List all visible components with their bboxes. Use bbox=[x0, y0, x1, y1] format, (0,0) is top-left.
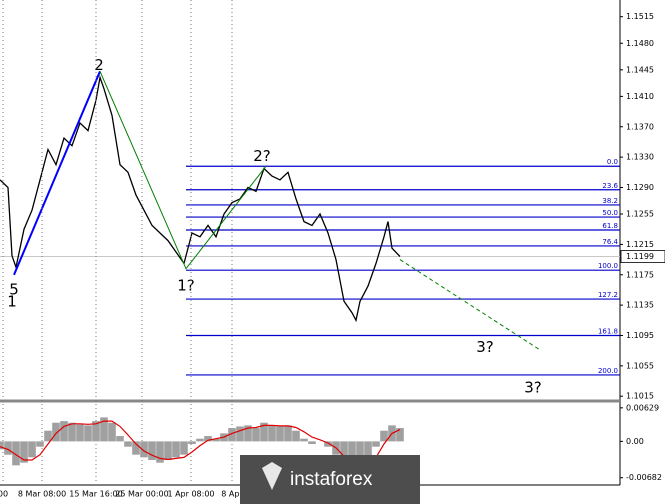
price-line bbox=[0, 74, 401, 323]
y-tick-label: 1.1135 bbox=[626, 301, 654, 310]
x-tick-label: 8 Mar 08:00 bbox=[18, 490, 66, 499]
wave-label: 3? bbox=[524, 378, 542, 396]
wave-line bbox=[399, 259, 541, 351]
wave-line bbox=[13, 70, 101, 276]
histogram-bar bbox=[140, 441, 148, 458]
histogram-bar bbox=[84, 425, 92, 442]
histogram-bar bbox=[188, 441, 196, 445]
histogram-bar bbox=[300, 438, 308, 442]
histogram-bar bbox=[60, 421, 68, 442]
histogram-bar bbox=[196, 438, 204, 442]
y-tick-label: 1.1255 bbox=[626, 210, 654, 219]
x-tick-label: 15 Mar 16:00 bbox=[69, 490, 122, 499]
y-tick-label: 1.1290 bbox=[626, 183, 654, 192]
fib-label: 161.8 bbox=[598, 327, 618, 335]
y-tick-label: 1.1055 bbox=[626, 361, 654, 370]
histogram-bar bbox=[148, 441, 156, 461]
y-tick-label: 1.1445 bbox=[626, 65, 654, 74]
histogram-bar bbox=[308, 441, 316, 445]
wave-label: 1? bbox=[177, 277, 195, 295]
histogram-bar bbox=[356, 441, 364, 469]
wave-label: 2? bbox=[253, 147, 271, 165]
last-price-label: 1.1199 bbox=[626, 252, 654, 261]
fib-label: 50.0 bbox=[602, 209, 618, 217]
logo-text: instaforex bbox=[290, 469, 373, 490]
y-tick-label: 1.1515 bbox=[626, 12, 654, 21]
x-tick-label: 25 Mar 00:00 bbox=[115, 490, 168, 499]
histogram-bar bbox=[268, 425, 276, 442]
fib-label: 0.0 bbox=[607, 158, 618, 166]
fib-label: 61.8 bbox=[602, 222, 618, 230]
histogram-bar bbox=[68, 422, 76, 442]
histogram-bar bbox=[228, 428, 236, 442]
signal-line bbox=[0, 420, 401, 468]
histogram-bar bbox=[20, 441, 28, 463]
y-tick-label: 1.1095 bbox=[626, 331, 654, 340]
histogram-bar bbox=[100, 417, 108, 442]
histogram-bar bbox=[44, 430, 52, 442]
y-tick-label: 1.1370 bbox=[626, 122, 654, 131]
fib-label: 23.6 bbox=[602, 182, 618, 190]
wave-line bbox=[99, 71, 267, 270]
histogram-bar bbox=[260, 422, 268, 442]
wave-label: 1 bbox=[7, 293, 17, 311]
histogram-bar bbox=[212, 438, 220, 442]
histogram-bar bbox=[28, 441, 36, 458]
x-tick-label: 8 Apr bbox=[221, 490, 243, 499]
y-tick-label: 1.1330 bbox=[626, 153, 654, 162]
histogram-bar bbox=[4, 441, 12, 455]
histogram-bar bbox=[292, 430, 300, 442]
fib-label: 38.2 bbox=[602, 197, 618, 205]
histogram-bar bbox=[116, 436, 124, 442]
histogram-bar bbox=[252, 428, 260, 442]
fib-label: 76.4 bbox=[602, 238, 618, 246]
histogram-bar bbox=[396, 428, 404, 442]
histogram-bar bbox=[276, 426, 284, 442]
histogram-bar bbox=[172, 441, 180, 458]
histogram-bar bbox=[244, 425, 252, 442]
x-tick-label: 00 bbox=[0, 490, 8, 499]
histogram-bar bbox=[364, 441, 372, 461]
y-tick-label: 1.1480 bbox=[626, 39, 654, 48]
histogram-bar bbox=[340, 441, 348, 466]
histogram-bar bbox=[236, 426, 244, 442]
y-tick-label: 1.1015 bbox=[626, 392, 654, 401]
histogram-bar bbox=[372, 441, 380, 447]
y-tick-label: 0.00629 bbox=[626, 403, 659, 412]
last-price-box bbox=[620, 250, 665, 263]
histogram-bar bbox=[76, 424, 84, 442]
histogram-bar bbox=[156, 441, 164, 463]
histogram-bar bbox=[0, 441, 4, 450]
wave-label: 2 bbox=[94, 56, 104, 74]
histogram-bar bbox=[380, 430, 388, 442]
y-tick-label: 1.1175 bbox=[626, 270, 654, 279]
wave-label: 3? bbox=[476, 338, 494, 356]
y-tick-label: 0.00 bbox=[626, 437, 644, 446]
logo-icon bbox=[262, 462, 282, 490]
histogram-bar bbox=[284, 425, 292, 442]
histogram-bar bbox=[108, 422, 116, 442]
y-tick-label: 1.1410 bbox=[626, 92, 654, 101]
y-tick-label: -0.00682 bbox=[626, 473, 662, 482]
histogram-bar bbox=[164, 441, 172, 461]
histogram-bar bbox=[132, 441, 140, 455]
histogram-bar bbox=[124, 441, 132, 447]
watermark: instaforex bbox=[240, 455, 420, 504]
fib-label: 100.0 bbox=[598, 262, 618, 270]
histogram-bar bbox=[36, 441, 44, 447]
x-tick-label: 1 Apr 08:00 bbox=[167, 490, 214, 499]
fib-label: 127.2 bbox=[598, 291, 618, 299]
histogram-bar bbox=[324, 441, 332, 447]
fib-label: 200.0 bbox=[598, 367, 618, 375]
histogram-bar bbox=[204, 436, 212, 442]
wave-label: 5 bbox=[9, 280, 19, 298]
histogram-bar bbox=[52, 422, 60, 442]
histogram-bar bbox=[180, 441, 188, 455]
y-tick-label: 1.1215 bbox=[626, 240, 654, 249]
histogram-bar bbox=[92, 421, 100, 442]
histogram-bar bbox=[12, 441, 20, 466]
